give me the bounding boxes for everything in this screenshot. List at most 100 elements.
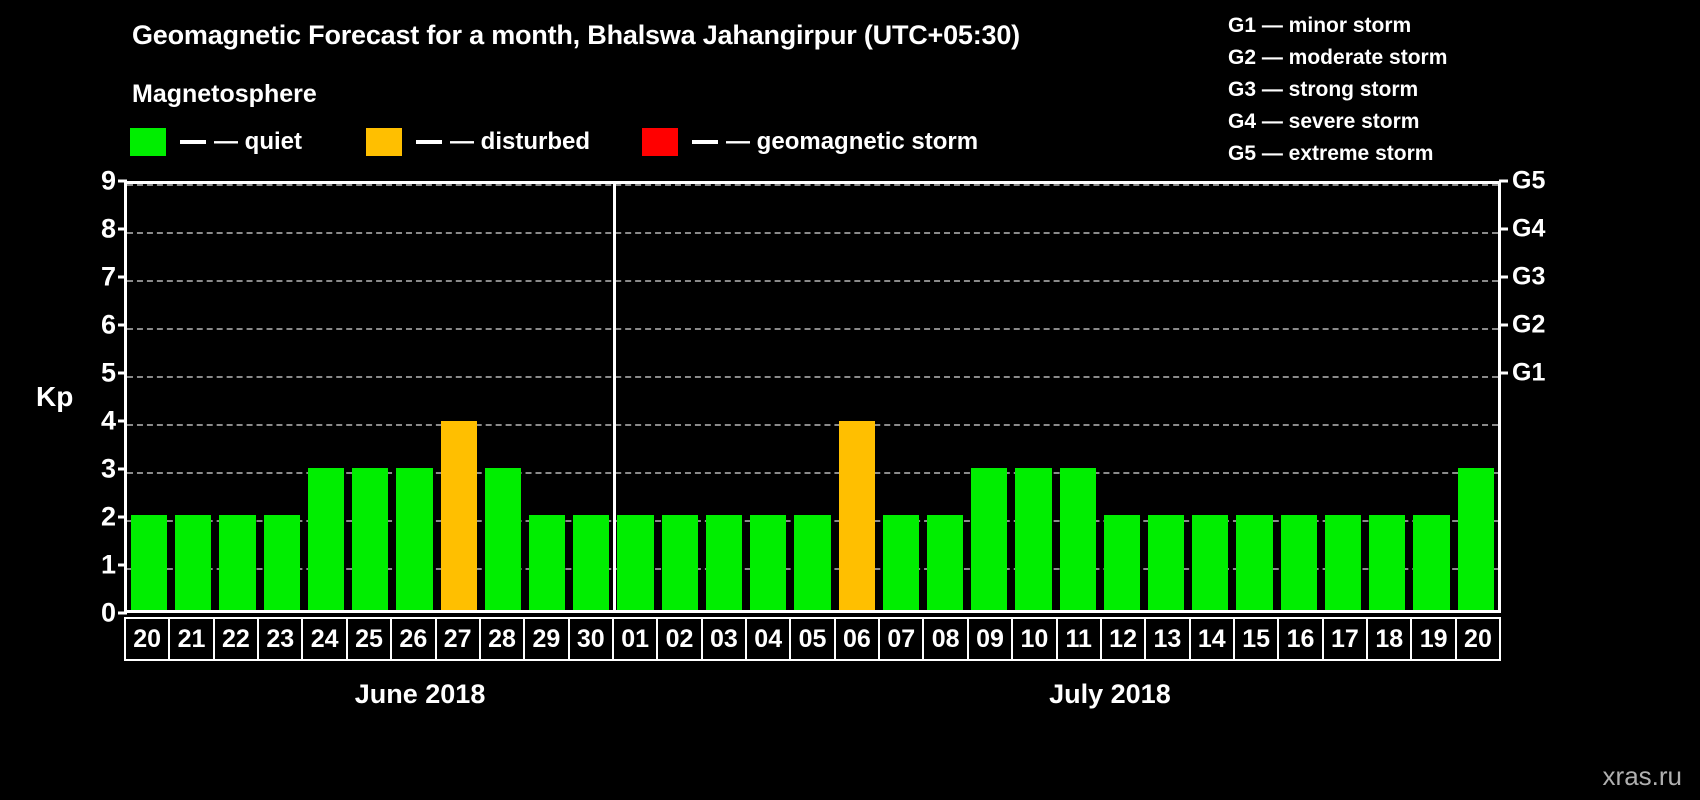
date-cell-26[interactable]: 26 [392, 619, 437, 659]
date-cell-28[interactable]: 28 [480, 619, 526, 659]
date-cell-11[interactable]: 11 [1057, 619, 1102, 659]
page-title: Geomagnetic Forecast for a month, Bhalsw… [132, 20, 1020, 50]
bar-23[interactable] [263, 515, 300, 610]
bar-cell [746, 184, 790, 610]
date-cell-06[interactable]: 06 [835, 619, 881, 659]
bar-22[interactable] [219, 515, 256, 610]
date-cell-03[interactable]: 03 [702, 619, 748, 659]
date-cell-21[interactable]: 21 [170, 619, 215, 659]
date-cell-08[interactable]: 08 [924, 619, 969, 659]
bar-05[interactable] [794, 515, 831, 610]
bar-cell [481, 184, 525, 610]
bar-cell [260, 184, 304, 610]
month-divider [613, 184, 617, 610]
bar-01[interactable] [617, 515, 654, 610]
bar-07[interactable] [882, 515, 919, 610]
g-tick-label-g3: G3 [1512, 262, 1546, 291]
bar-cell [348, 184, 392, 610]
bar-18[interactable] [1369, 515, 1406, 610]
date-cell-10[interactable]: 10 [1013, 619, 1058, 659]
date-cell-07[interactable]: 07 [880, 619, 925, 659]
bar-28[interactable] [484, 468, 521, 610]
magnetosphere-heading: Magnetosphere [132, 80, 317, 108]
bar-11[interactable] [1059, 468, 1096, 610]
date-cell-24[interactable]: 24 [303, 619, 348, 659]
y-tick-mark [118, 179, 127, 183]
bar-20[interactable] [1457, 468, 1494, 610]
bar-cell [790, 184, 834, 610]
date-cell-14[interactable]: 14 [1190, 619, 1235, 659]
date-cell-25[interactable]: 25 [347, 619, 393, 659]
bar-08[interactable] [926, 515, 964, 610]
bar-cell [1409, 184, 1453, 610]
date-cell-17[interactable]: 17 [1323, 619, 1369, 659]
bar-cell [127, 184, 171, 610]
bar-15[interactable] [1236, 515, 1273, 610]
g-scale-item-g3: G3 — strong storm [1228, 78, 1419, 101]
bar-25[interactable] [352, 468, 389, 610]
date-cell-04[interactable]: 04 [747, 619, 792, 659]
date-cell-27[interactable]: 27 [436, 619, 481, 659]
bar-13[interactable] [1148, 515, 1185, 610]
gridline [127, 232, 1498, 234]
gridline [127, 280, 1498, 282]
plot-area [124, 181, 1501, 613]
bar-06[interactable] [838, 420, 875, 610]
bar-10[interactable] [1015, 468, 1052, 610]
date-cell-13[interactable]: 13 [1146, 619, 1191, 659]
y-tick-label: 4 [100, 405, 116, 436]
x-axis-date-strip: 20 21 22 23 24 25 26 27 28 29 30 01 02 03 04 05 06 07 08 09… [124, 617, 1501, 661]
bar-03[interactable] [705, 515, 743, 610]
legend-dash-icon [180, 140, 206, 144]
month-caption-june: June 2018 [354, 679, 486, 709]
bar-26[interactable] [396, 468, 433, 610]
date-cell-15[interactable]: 15 [1234, 619, 1280, 659]
date-cell-22[interactable]: 22 [214, 619, 260, 659]
date-cell-12[interactable]: 12 [1101, 619, 1147, 659]
date-cell-01[interactable]: 01 [613, 619, 659, 659]
bar-20[interactable] [131, 515, 168, 610]
bar-cell [392, 184, 436, 610]
date-cell-02[interactable]: 02 [658, 619, 703, 659]
date-cell-20[interactable]: 20 [1456, 619, 1500, 659]
date-cell-19[interactable]: 19 [1412, 619, 1457, 659]
y-tick-mark [118, 467, 127, 471]
date-cell-16[interactable]: 16 [1279, 619, 1324, 659]
bar-21[interactable] [175, 515, 212, 610]
bar-cell [304, 184, 348, 610]
bar-14[interactable] [1192, 515, 1229, 610]
bar-series [127, 184, 1498, 610]
g-tick-label-g5: G5 [1512, 166, 1546, 195]
bar-17[interactable] [1324, 515, 1362, 610]
bar-30[interactable] [573, 515, 610, 610]
date-cell-18[interactable]: 18 [1368, 619, 1413, 659]
date-cell-29[interactable]: 29 [525, 619, 570, 659]
bar-02[interactable] [661, 515, 698, 610]
bar-27[interactable] [440, 420, 477, 610]
bar-04[interactable] [750, 515, 787, 610]
g-tick-mark [1499, 323, 1508, 327]
bar-16[interactable] [1280, 515, 1317, 610]
y-tick-label: 5 [100, 357, 116, 388]
bar-24[interactable] [307, 468, 345, 610]
date-cell-09[interactable]: 09 [968, 619, 1014, 659]
g-tick-mark [1499, 371, 1508, 375]
date-cell-20[interactable]: 20 [126, 619, 171, 659]
y-tick-label: 3 [100, 453, 116, 484]
y-tick-mark [118, 323, 127, 327]
bar-19[interactable] [1413, 515, 1450, 610]
g-tick-mark [1499, 227, 1508, 231]
date-cell-05[interactable]: 05 [791, 619, 836, 659]
date-cell-23[interactable]: 23 [259, 619, 304, 659]
bar-12[interactable] [1103, 515, 1141, 610]
bar-29[interactable] [528, 515, 566, 610]
magnetosphere-legend: — quiet — disturbed — geomagnetic storm [130, 127, 978, 157]
bar-09[interactable] [971, 468, 1008, 610]
bar-cell [1011, 184, 1055, 610]
gridline [127, 424, 1498, 426]
g-scale-item-g1: G1 — minor storm [1228, 14, 1412, 37]
y-tick-label: 2 [100, 501, 116, 532]
g-tick-label-g2: G2 [1512, 310, 1546, 339]
date-cell-30[interactable]: 30 [569, 619, 614, 659]
